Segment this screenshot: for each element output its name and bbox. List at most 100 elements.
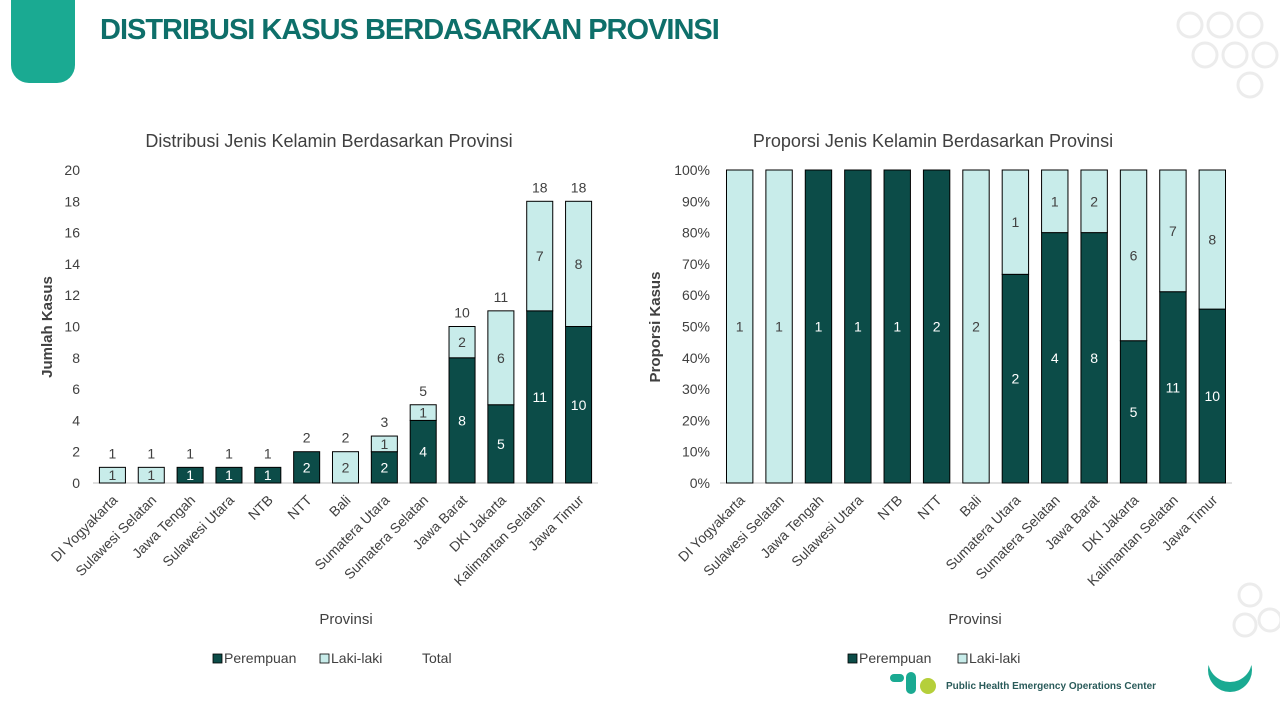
bar-perempuan-10: [487, 404, 515, 484]
data-label-total: 1: [147, 445, 155, 461]
y-tick-label: 16: [64, 225, 80, 241]
bar-perempuan-9: [1080, 232, 1108, 484]
legend-swatch-perempuan: [847, 653, 858, 664]
y-tick-label: 12: [64, 287, 80, 303]
legend-entry: Perempuan: [224, 650, 296, 666]
data-label-perempuan: 5: [497, 436, 505, 452]
bar-perempuan-11: [526, 310, 554, 484]
data-label-total: 2: [342, 430, 350, 446]
y-tick-label: 0%: [690, 475, 710, 491]
bar-laki-1: [137, 466, 165, 484]
data-label-laki: 1: [1051, 193, 1059, 209]
data-label-perempuan: 5: [1130, 404, 1138, 420]
bar-perempuan-8: [409, 419, 437, 484]
data-label-laki: 6: [1130, 247, 1138, 263]
data-label-total: 18: [532, 179, 548, 195]
data-label-laki: 1: [1011, 214, 1019, 230]
data-label-perempuan: 1: [893, 319, 901, 335]
y-tick-label: 90%: [682, 193, 710, 209]
legend-entry: Total: [422, 650, 452, 666]
y-tick-label: 20: [64, 162, 80, 178]
x-tick-label: DI Yogyakarta: [675, 492, 748, 565]
data-label-laki: 2: [458, 334, 466, 350]
x-tick-label: NTT: [914, 491, 945, 522]
legend-swatch-laki-laki: [319, 653, 330, 664]
bar-laki-11: [1159, 169, 1187, 293]
y-tick-label: 50%: [682, 319, 710, 335]
y-tick-label: 8: [72, 350, 80, 366]
bar-laki-9: [1080, 169, 1108, 234]
data-label-perempuan: 1: [264, 467, 272, 483]
x-tick-label: NTT: [284, 491, 315, 522]
y-tick-label: 2: [72, 444, 80, 460]
y-tick-label: 60%: [682, 287, 710, 303]
data-label-laki: 1: [380, 436, 388, 452]
y-tick-label: 40%: [682, 350, 710, 366]
bar-perempuan-12: [1198, 308, 1227, 484]
data-label-laki: 2: [342, 459, 350, 475]
y-axis-label: Jumlah Kasus: [39, 276, 56, 378]
data-label-perempuan: 4: [419, 444, 427, 460]
page-title: DISTRIBUSI KASUS BERDASARKAN PROVINSI: [100, 14, 720, 46]
bar-laki-0: [98, 466, 126, 484]
bar-perempuan-3: [844, 169, 872, 484]
data-label-laki: 8: [575, 256, 583, 272]
data-label-laki: 2: [1090, 193, 1098, 209]
batik-pattern-decoration: [1232, 582, 1280, 638]
data-label-laki: 1: [736, 319, 744, 335]
data-label-perempuan: 1: [854, 319, 862, 335]
data-label-perempuan: 4: [1051, 350, 1059, 366]
bar-perempuan-8: [1041, 232, 1069, 484]
data-label-laki: 2: [972, 319, 980, 335]
bar-laki-8: [409, 404, 437, 421]
legend-entry: Perempuan: [859, 650, 931, 666]
x-tick-label: Bali: [956, 492, 984, 520]
bar-perempuan-2: [176, 466, 204, 484]
data-label-total: 3: [380, 414, 388, 430]
legend-entry: Laki-laki: [969, 650, 1020, 666]
x-tick-label: Bali: [326, 492, 354, 520]
x-axis-label: Provinsi: [948, 611, 1001, 628]
y-tick-label: 18: [64, 193, 80, 209]
corner-decoration: [1208, 638, 1252, 692]
bar-perempuan-12: [565, 326, 593, 484]
data-label-perempuan: 10: [1205, 388, 1221, 404]
data-label-laki: 6: [497, 350, 505, 366]
data-label-laki: 1: [419, 405, 427, 421]
data-label-total: 1: [186, 445, 194, 461]
legend-swatch-laki-laki: [957, 653, 968, 664]
bar-laki-0: [725, 169, 754, 484]
data-label-perempuan: 11: [532, 389, 547, 405]
bar-perempuan-5: [293, 451, 321, 484]
data-label-total: 1: [264, 445, 272, 461]
y-tick-label: 10: [64, 319, 80, 335]
y-tick-label: 20%: [682, 412, 710, 428]
bar-laki-10: [1119, 169, 1148, 342]
bar-perempuan-3: [215, 466, 243, 484]
data-label-total: 11: [494, 289, 509, 305]
bar-perempuan-5: [922, 169, 951, 484]
bar-perempuan-10: [1119, 340, 1148, 484]
x-tick-label: NTB: [874, 492, 905, 523]
data-label-perempuan: 8: [458, 412, 466, 428]
bar-laki-6: [962, 169, 990, 484]
x-tick-label: NTB: [245, 492, 276, 523]
phe-oc-logo-icon: [890, 672, 936, 694]
x-axis-label: Provinsi: [319, 611, 372, 628]
x-tick-label: DI Yogyakarta: [48, 492, 121, 565]
bar-laki-7: [1001, 169, 1030, 275]
data-label-laki: 7: [536, 248, 544, 264]
data-label-perempuan: 2: [380, 459, 388, 475]
y-tick-label: 10%: [682, 444, 710, 460]
legend-entry: Laki-laki: [331, 650, 382, 666]
y-tick-label: 70%: [682, 256, 710, 272]
bar-laki-12: [1198, 169, 1227, 310]
data-label-perempuan: 2: [303, 459, 311, 475]
data-label-perempuan: 2: [1011, 371, 1019, 387]
chart-title: Distribusi Jenis Kelamin Berdasarkan Pro…: [145, 131, 512, 151]
data-label-total: 10: [454, 305, 470, 321]
data-label-perempuan: 1: [186, 467, 194, 483]
x-tick-label: Sulawesi Utara: [788, 492, 866, 570]
data-label-total: 1: [225, 445, 233, 461]
y-tick-label: 0: [72, 475, 80, 491]
